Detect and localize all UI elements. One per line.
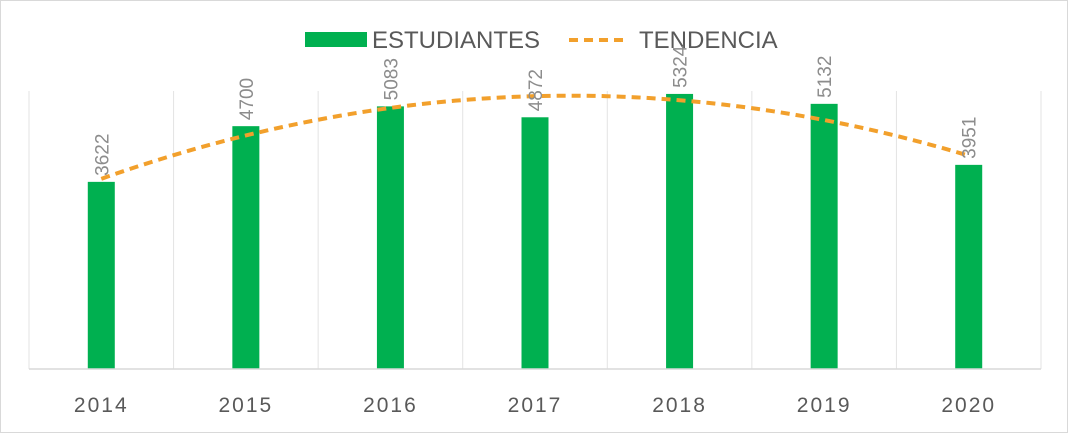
bar-2020 bbox=[955, 164, 983, 369]
x-axis-tick-labels: 2014 2015 2016 2017 2018 2019 2020 bbox=[74, 394, 996, 417]
x-tick-label-2018: 2018 bbox=[652, 394, 707, 417]
x-tick-label-2014: 2014 bbox=[74, 394, 129, 417]
data-labels: 3622 4700 5083 4872 5324 5132 3951 bbox=[92, 45, 980, 176]
data-label-2014: 3622 bbox=[92, 134, 113, 176]
bar-2018 bbox=[666, 93, 694, 369]
data-label-2016: 5083 bbox=[381, 58, 402, 100]
x-tick-label-2020: 2020 bbox=[941, 394, 996, 417]
legend: ESTUDIANTES TENDENCIA bbox=[305, 27, 778, 54]
legend-label-tendencia: TENDENCIA bbox=[639, 27, 778, 54]
x-tick-label-2017: 2017 bbox=[508, 394, 563, 417]
bar-2016 bbox=[376, 106, 404, 370]
x-tick-label-2019: 2019 bbox=[797, 394, 852, 417]
bar-2017 bbox=[521, 117, 549, 369]
legend-label-estudiantes: ESTUDIANTES bbox=[372, 27, 540, 54]
x-tick-label-2015: 2015 bbox=[218, 394, 273, 417]
x-tick-label-2016: 2016 bbox=[363, 394, 418, 417]
bar-2019 bbox=[810, 103, 838, 369]
data-label-2015: 4700 bbox=[237, 78, 258, 120]
trendline-tendencia bbox=[100, 93, 970, 181]
legend-swatch-estudiantes bbox=[305, 32, 367, 47]
trend-layer bbox=[100, 93, 970, 181]
bar-2015 bbox=[232, 126, 260, 370]
bar-2014 bbox=[87, 181, 115, 369]
data-label-2019: 5132 bbox=[815, 56, 836, 98]
data-label-2020: 3951 bbox=[960, 117, 981, 159]
data-label-2017: 4872 bbox=[526, 69, 547, 111]
bars bbox=[87, 93, 983, 370]
gridlines bbox=[28, 91, 1042, 369]
data-label-2018: 5324 bbox=[671, 45, 692, 88]
